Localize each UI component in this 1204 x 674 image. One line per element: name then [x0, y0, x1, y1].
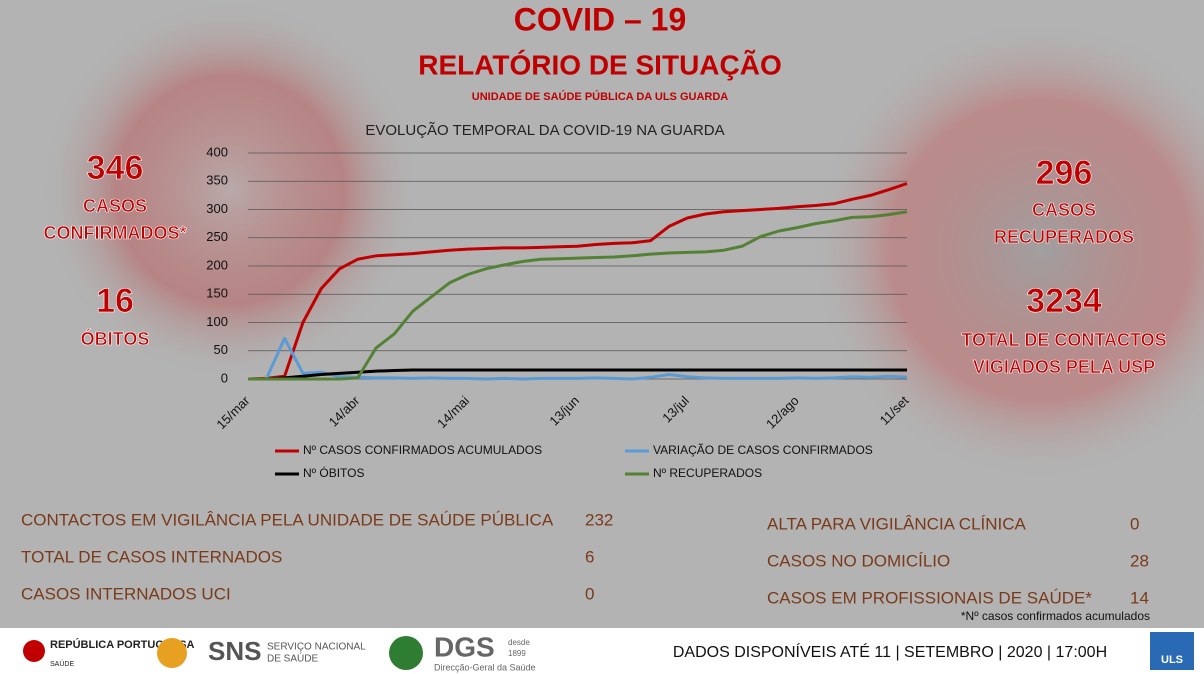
legend-label: Nº RECUPERADOS [653, 466, 762, 480]
stat-value: 3234 [1026, 282, 1102, 320]
stat-value: 296 [1036, 154, 1093, 192]
logo-text: SERVIÇO NACIONAL [267, 642, 366, 653]
logo-text: desde [508, 638, 530, 647]
y-tick-label: 50 [214, 342, 228, 357]
y-tick-label: 300 [206, 201, 228, 216]
legend-label: VARIAÇÃO DE CASOS CONFIRMADOS [653, 443, 873, 457]
title: COVID – 19 [514, 1, 687, 37]
table-label: CASOS EM PROFISSIONAIS DE SAÚDE* [767, 588, 1092, 607]
table-value: 0 [1130, 514, 1139, 533]
y-tick-label: 100 [206, 314, 228, 329]
series-line [248, 368, 907, 381]
stat-label: CONFIRMADOS* [44, 223, 187, 243]
subtitle: RELATÓRIO DE SITUAÇÃO [418, 49, 781, 80]
table-label: ALTA PARA VIGILÂNCIA CLÍNICA [767, 514, 1027, 533]
virus-image [810, 20, 1204, 480]
logo-icon [157, 638, 187, 668]
unit: UNIDADE DE SAÚDE PÚBLICA DA ULS GUARDA [472, 90, 729, 103]
y-tick-label: 200 [206, 257, 228, 272]
table-value: 0 [585, 584, 594, 603]
stat-label: CASOS [83, 196, 147, 216]
logo-text: Direcção-Geral da Saúde [434, 662, 536, 672]
date: DADOS DISPONÍVEIS ATÉ 11 | SETEMBRO | 20… [673, 642, 1107, 661]
series-line [248, 210, 908, 381]
table-value: 6 [585, 547, 594, 566]
stat-label: RECUPERADOS [994, 227, 1134, 247]
legend-label: Nº CASOS CONFIRMADOS ACUMULADOS [303, 443, 542, 457]
logo-text: DGS [434, 631, 495, 662]
logo-text: SNS [208, 636, 261, 666]
y-tick-label: 0 [221, 370, 228, 385]
table-label: CASOS NO DOMICÍLIO [767, 551, 950, 570]
table-value: 28 [1130, 551, 1149, 570]
logo-text: DE SAÚDE [267, 652, 318, 665]
logo-text: 1899 [508, 649, 526, 658]
stat-label: ÓBITOS [81, 328, 150, 349]
table-label: CONTACTOS EM VIGILÂNCIA PELA UNIDADE DE … [21, 510, 554, 529]
footer-bg [0, 628, 1204, 674]
chart-title: EVOLUÇÃO TEMPORAL DA COVID-19 NA GUARDA [365, 122, 724, 139]
logo-icon [389, 636, 423, 670]
stat-label: VIGIADOS PELA USP [973, 357, 1155, 377]
logo-text: ULS [1161, 654, 1183, 666]
stat-label: CASOS [1032, 200, 1096, 220]
logo-text: SAÚDE [50, 659, 74, 668]
logo-icon [23, 640, 45, 662]
y-tick-label: 250 [206, 229, 228, 244]
note: *Nº casos confirmados acumulados [961, 609, 1150, 623]
table-label: CASOS INTERNADOS UCI [21, 584, 231, 603]
stat-value: 16 [96, 282, 134, 320]
table-value: 232 [585, 510, 613, 529]
y-tick-label: 150 [206, 286, 228, 301]
table-label: TOTAL DE CASOS INTERNADOS [21, 547, 282, 566]
series-line [247, 182, 908, 381]
stat-value: 346 [87, 149, 144, 187]
stat-label: TOTAL DE CONTACTOS [961, 330, 1166, 350]
table-value: 14 [1130, 588, 1149, 607]
logo-icon [1150, 632, 1194, 670]
y-tick-label: 350 [206, 173, 228, 188]
legend-label: Nº ÓBITOS [303, 465, 365, 480]
virus-image [40, 0, 420, 380]
y-tick-label: 400 [206, 144, 228, 159]
